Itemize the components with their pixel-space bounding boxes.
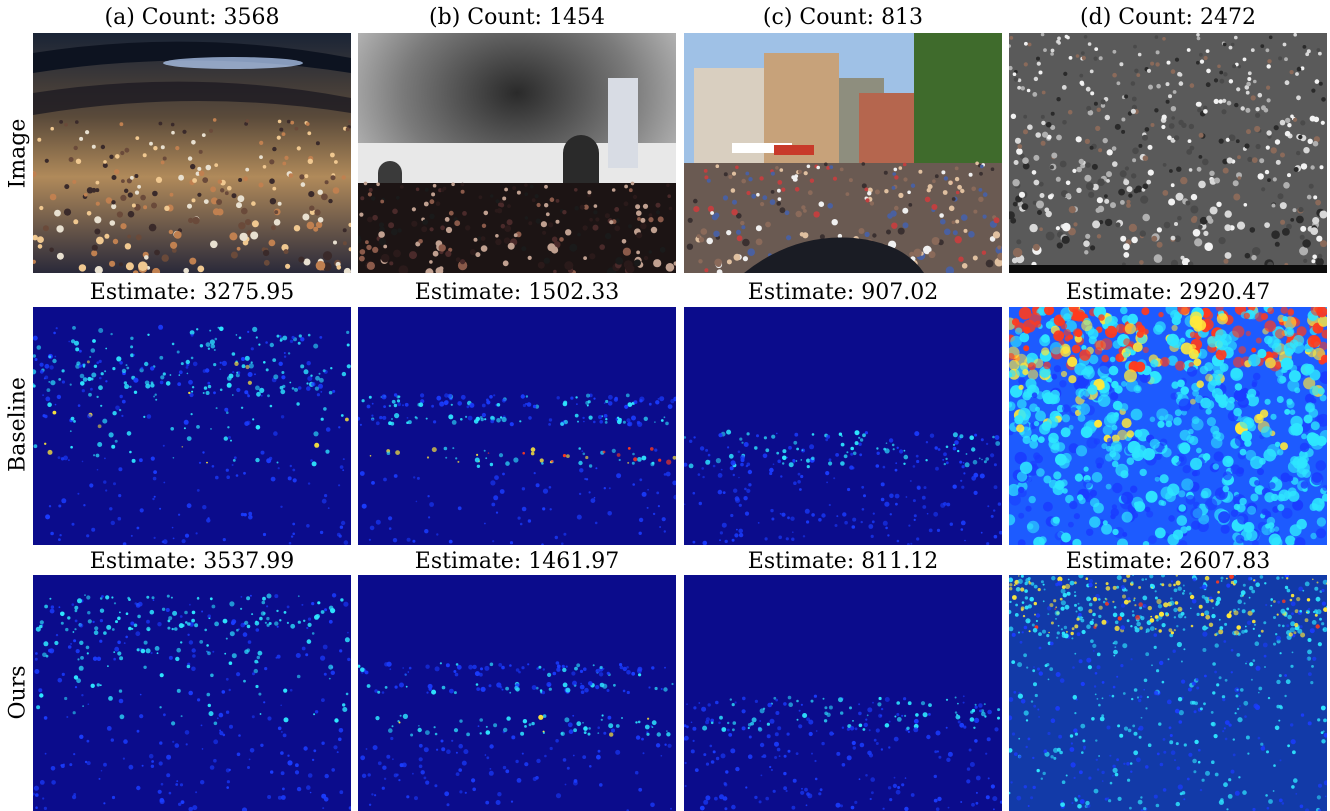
street-crowd-photo — [684, 33, 1002, 273]
ours-density-map-d — [1009, 575, 1327, 811]
baseline-estimate-b: Estimate: 1502.33 — [414, 280, 620, 305]
stadium-concert-crowd-photo — [33, 33, 351, 273]
caption-col-a: (a) Count: 3568 — [104, 5, 280, 30]
baseline-estimate-d: Estimate: 2920.47 — [1065, 280, 1271, 305]
baseline-density-map-b — [358, 307, 676, 545]
row-label-ours: Ours — [5, 665, 31, 720]
dense-crowd-photo — [1009, 33, 1327, 273]
row-label-baseline: Baseline — [5, 377, 31, 472]
baseline-density-map-c — [684, 307, 1002, 545]
crowd-with-smoke-photo — [358, 33, 676, 273]
baseline-density-map-d — [1009, 307, 1327, 545]
ours-density-map-c — [684, 575, 1002, 811]
image-panel-a — [33, 33, 351, 273]
image-panel-c — [684, 33, 1002, 273]
caption-col-b: (b) Count: 1454 — [429, 5, 605, 30]
ours-estimate-a: Estimate: 3537.99 — [89, 549, 295, 574]
baseline-estimate-a: Estimate: 3275.95 — [89, 280, 295, 305]
caption-col-c: (c) Count: 813 — [762, 5, 924, 30]
image-panel-b — [358, 33, 676, 273]
baseline-density-map-a — [33, 307, 351, 545]
baseline-estimate-c: Estimate: 907.02 — [747, 280, 939, 305]
ours-estimate-b: Estimate: 1461.97 — [414, 549, 620, 574]
ours-estimate-d: Estimate: 2607.83 — [1065, 549, 1271, 574]
caption-col-d: (d) Count: 2472 — [1080, 5, 1256, 30]
ours-estimate-c: Estimate: 811.12 — [747, 549, 939, 574]
row-label-image: Image — [5, 118, 31, 189]
image-panel-d — [1009, 33, 1327, 273]
ours-density-map-a — [33, 575, 351, 811]
ours-density-map-b — [358, 575, 676, 811]
